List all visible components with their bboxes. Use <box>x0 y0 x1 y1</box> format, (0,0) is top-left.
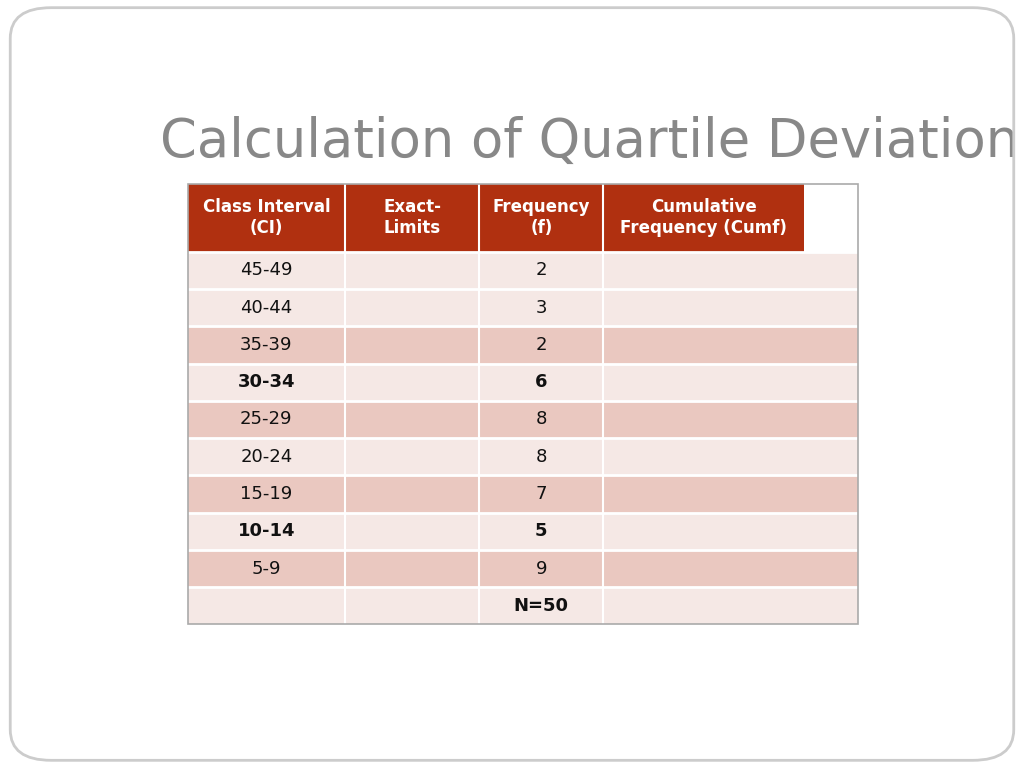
FancyBboxPatch shape <box>187 550 858 587</box>
Text: 8: 8 <box>536 410 547 429</box>
Text: 2: 2 <box>536 261 547 280</box>
Text: 45-49: 45-49 <box>240 261 293 280</box>
FancyBboxPatch shape <box>187 184 345 252</box>
Text: 15-19: 15-19 <box>241 485 293 503</box>
Text: Exact-
Limits: Exact- Limits <box>383 198 441 237</box>
Text: 3: 3 <box>536 299 547 316</box>
Text: 10-14: 10-14 <box>238 522 295 540</box>
Text: 7: 7 <box>536 485 547 503</box>
FancyBboxPatch shape <box>187 438 858 475</box>
FancyBboxPatch shape <box>187 475 858 512</box>
FancyBboxPatch shape <box>479 184 603 252</box>
Text: 6: 6 <box>535 373 548 391</box>
Text: Class Interval
(CI): Class Interval (CI) <box>203 198 330 237</box>
Text: 8: 8 <box>536 448 547 465</box>
Text: Calculation of Quartile Deviation: Calculation of Quartile Deviation <box>160 116 1019 168</box>
FancyBboxPatch shape <box>187 363 858 401</box>
FancyBboxPatch shape <box>187 401 858 438</box>
Text: 2: 2 <box>536 336 547 354</box>
FancyBboxPatch shape <box>187 252 858 289</box>
FancyBboxPatch shape <box>187 587 858 624</box>
FancyBboxPatch shape <box>187 326 858 363</box>
Text: 40-44: 40-44 <box>241 299 293 316</box>
Text: 9: 9 <box>536 560 547 578</box>
Text: 35-39: 35-39 <box>240 336 293 354</box>
Text: 20-24: 20-24 <box>241 448 293 465</box>
Text: N=50: N=50 <box>514 597 568 614</box>
Text: 25-29: 25-29 <box>240 410 293 429</box>
FancyBboxPatch shape <box>345 184 479 252</box>
Text: Frequency
(f): Frequency (f) <box>493 198 590 237</box>
FancyBboxPatch shape <box>603 184 805 252</box>
Text: 5-9: 5-9 <box>252 560 281 578</box>
FancyBboxPatch shape <box>187 512 858 550</box>
Text: 5: 5 <box>535 522 548 540</box>
Text: 30-34: 30-34 <box>238 373 295 391</box>
FancyBboxPatch shape <box>187 289 858 326</box>
Text: Cumulative
Frequency (Cumf): Cumulative Frequency (Cumf) <box>621 198 787 237</box>
